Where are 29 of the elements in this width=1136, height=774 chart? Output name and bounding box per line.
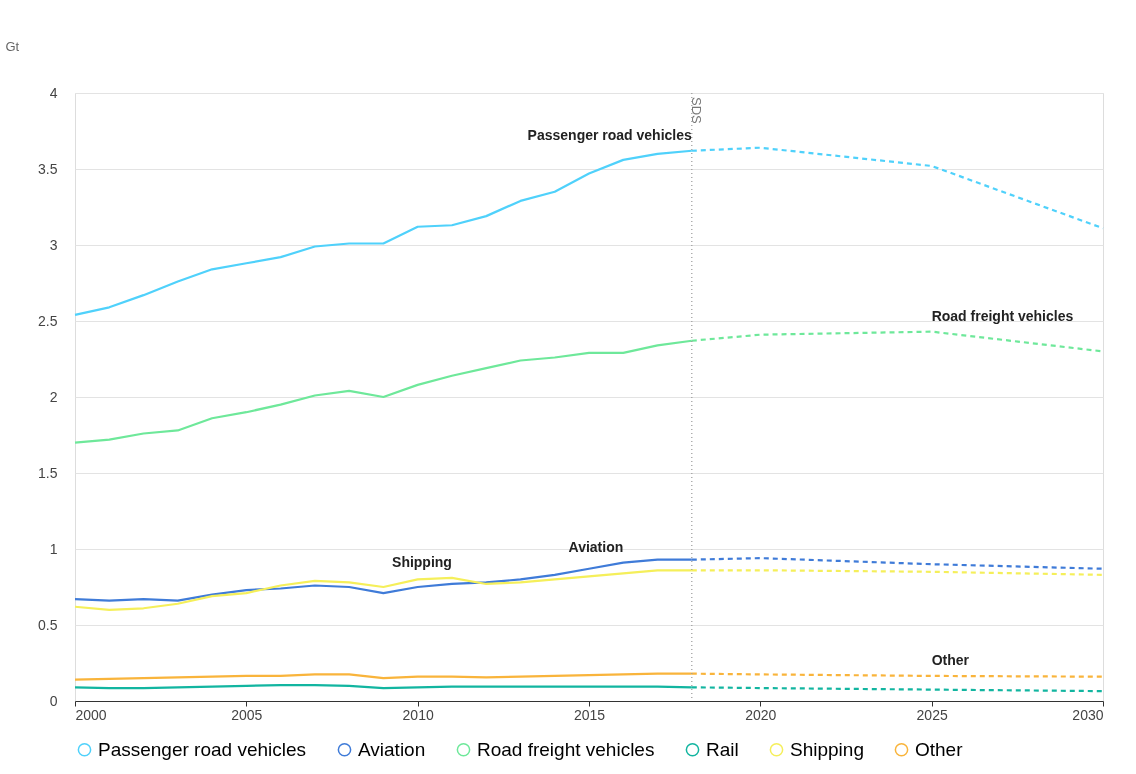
ref-line-label: SDS (688, 97, 704, 125)
x-tick-label: 2025 (916, 706, 948, 723)
y-tick-label: 3 (49, 236, 58, 253)
annotation: Passenger road vehicles (527, 126, 693, 143)
annotation: Other (931, 651, 970, 668)
legend-label: Passenger road vehicles (98, 738, 307, 760)
annotation: Aviation (568, 538, 624, 555)
y-tick-label: 0.5 (38, 616, 58, 633)
y-tick-label: 3.5 (38, 160, 58, 177)
y-tick-label: 2 (49, 388, 58, 405)
x-tick-label: 2030 (1072, 706, 1104, 723)
x-tick-label: 2020 (745, 706, 777, 723)
annotation: Shipping (392, 553, 452, 570)
y-axis-title: Gt (5, 38, 20, 54)
y-tick-label: 4 (49, 84, 58, 101)
legend-label: Shipping (790, 738, 864, 760)
x-tick-label: 2005 (231, 706, 263, 723)
legend-label: Rail (706, 738, 739, 760)
legend-label: Road freight vehicles (477, 738, 655, 760)
y-tick-label: 2.5 (38, 312, 58, 329)
legend-label: Other (915, 738, 964, 760)
y-tick-label: 1.5 (38, 464, 58, 481)
y-tick-label: 0 (49, 692, 58, 709)
x-tick-label: 2000 (75, 706, 107, 723)
annotation: Road freight vehicles (931, 307, 1074, 324)
y-tick-label: 1 (49, 540, 58, 557)
x-tick-label: 2010 (402, 706, 434, 723)
x-tick-label: 2015 (573, 706, 606, 723)
legend-label: Aviation (358, 738, 426, 760)
